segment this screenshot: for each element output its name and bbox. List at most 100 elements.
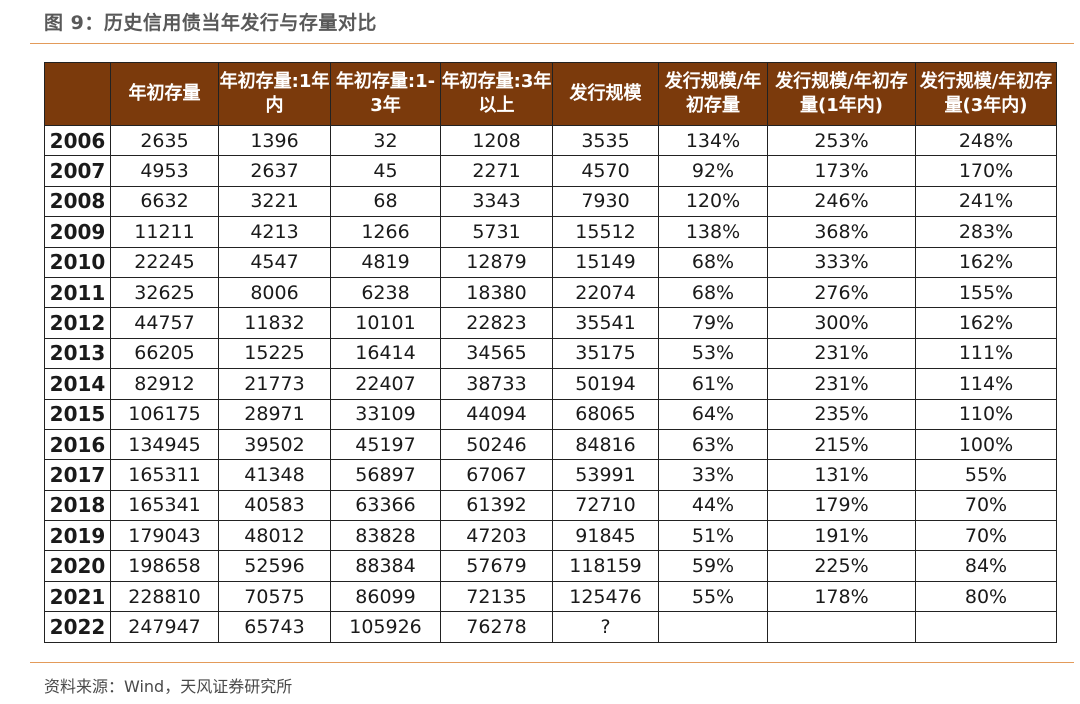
table-cell: 4547: [218, 246, 331, 278]
table-cell: ?: [552, 611, 659, 643]
row-year: 2018: [44, 489, 111, 522]
table-cell: 70575: [218, 580, 331, 613]
table-cell: 66205: [110, 337, 219, 370]
table-cell: 2635: [110, 124, 219, 157]
table-cell: 35541: [552, 307, 659, 339]
table-cell: 65743: [218, 611, 331, 643]
table-cell: 225%: [767, 550, 916, 582]
column-header: 年初存量:1年内: [218, 62, 331, 126]
table-row: 2008 6632 3221 68 3343 7930 120% 246% 241%: [44, 185, 1057, 218]
table-cell: 118159: [552, 550, 659, 582]
table-cell: 32625: [110, 276, 219, 309]
table-cell: 191%: [767, 520, 916, 552]
table-cell: 68%: [658, 276, 768, 309]
table-cell: 235%: [767, 398, 916, 430]
table-cell: 68: [330, 185, 441, 218]
table-cell: 3221: [218, 185, 331, 218]
table-cell: 22823: [440, 307, 553, 339]
table-cell: 18380: [440, 276, 553, 309]
table-cell: [767, 611, 916, 643]
table-cell: 57679: [440, 550, 553, 582]
table-cell: 15225: [218, 337, 331, 370]
row-year: 2014: [44, 368, 111, 400]
table-cell: 231%: [767, 368, 916, 400]
table-cell: 4213: [218, 216, 331, 248]
table-cell: 165341: [110, 489, 219, 522]
table-cell: 16414: [330, 337, 441, 370]
table-cell: 283%: [915, 216, 1057, 248]
row-year: 2021: [44, 580, 111, 613]
table-cell: 84%: [915, 550, 1057, 582]
column-header: 发行规模/年初存量(1年内): [767, 62, 916, 126]
table-cell: 3343: [440, 185, 553, 218]
table-cell: 39502: [218, 428, 331, 461]
table-cell: 44094: [440, 398, 553, 430]
table-row: 2010 22245 4547 4819 12879 15149 68% 333% 162%: [44, 246, 1057, 278]
column-header: 发行规模: [552, 62, 659, 126]
table-cell: 61%: [658, 368, 768, 400]
table-cell: 1396: [218, 124, 331, 157]
column-header: 发行规模/年初存量: [658, 62, 768, 126]
table-cell: 76278: [440, 611, 553, 643]
table-cell: 134%: [658, 124, 768, 157]
table-row: 2009 11211 4213 1266 5731 15512 138% 368% 283%: [44, 216, 1057, 248]
table-cell: 68065: [552, 398, 659, 430]
table-cell: 105926: [330, 611, 441, 643]
table-cell: 48012: [218, 520, 331, 552]
table-cell: 61392: [440, 489, 553, 522]
table-cell: 45197: [330, 428, 441, 461]
table-cell: 215%: [767, 428, 916, 461]
row-year: 2015: [44, 398, 111, 430]
table-cell: 59%: [658, 550, 768, 582]
table-cell: [658, 611, 768, 643]
table-cell: 4819: [330, 246, 441, 278]
table-body: 2006 2635 1396 32 1208 3535 134% 253% 248% 2007 49…: [44, 124, 1057, 643]
table-cell: 22407: [330, 368, 441, 400]
table-cell: 72710: [552, 489, 659, 522]
table-row: 2019 179043 48012 83828 47203 91845 51% 191% 70%: [44, 520, 1057, 552]
row-year: 2012: [44, 307, 111, 339]
table-cell: 53991: [552, 459, 659, 491]
row-year: 2008: [44, 185, 111, 218]
table-cell: 82912: [110, 368, 219, 400]
table-cell: 33109: [330, 398, 441, 430]
table-cell: 80%: [915, 580, 1057, 613]
table-row: 2012 44757 11832 10101 22823 35541 79% 300% 162%: [44, 307, 1057, 339]
table-cell: 70%: [915, 520, 1057, 552]
table-cell: 178%: [767, 580, 916, 613]
title-divider: [30, 43, 1074, 44]
table-cell: 170%: [915, 155, 1057, 187]
table-cell: 111%: [915, 337, 1057, 370]
table-cell: 53%: [658, 337, 768, 370]
column-header: 年初存量:1-3年: [330, 62, 441, 126]
table-cell: 50194: [552, 368, 659, 400]
table-cell: 246%: [767, 185, 916, 218]
row-year: 2013: [44, 337, 111, 370]
table-cell: 86099: [330, 580, 441, 613]
column-header: 发行规模/年初存量(3年内): [915, 62, 1057, 126]
table-cell: 92%: [658, 155, 768, 187]
table-cell: 5731: [440, 216, 553, 248]
table-cell: 162%: [915, 246, 1057, 278]
table-cell: 2271: [440, 155, 553, 187]
table-cell: 91845: [552, 520, 659, 552]
table-cell: 68%: [658, 246, 768, 278]
row-year: 2007: [44, 155, 111, 187]
row-year: 2016: [44, 428, 111, 461]
table-cell: 7930: [552, 185, 659, 218]
table-cell: 56897: [330, 459, 441, 491]
table-cell: 28971: [218, 398, 331, 430]
table-cell: 70%: [915, 489, 1057, 522]
table-cell: 300%: [767, 307, 916, 339]
table-cell: 165311: [110, 459, 219, 491]
table-cell: 21773: [218, 368, 331, 400]
table-cell: 44%: [658, 489, 768, 522]
table-cell: 247947: [110, 611, 219, 643]
table-cell: 162%: [915, 307, 1057, 339]
table-cell: 55%: [658, 580, 768, 613]
table-cell: 4570: [552, 155, 659, 187]
table-cell: 64%: [658, 398, 768, 430]
table-cell: 253%: [767, 124, 916, 157]
table-row: 2022 247947 65743 105926 76278?: [44, 611, 1057, 643]
table-cell: 110%: [915, 398, 1057, 430]
